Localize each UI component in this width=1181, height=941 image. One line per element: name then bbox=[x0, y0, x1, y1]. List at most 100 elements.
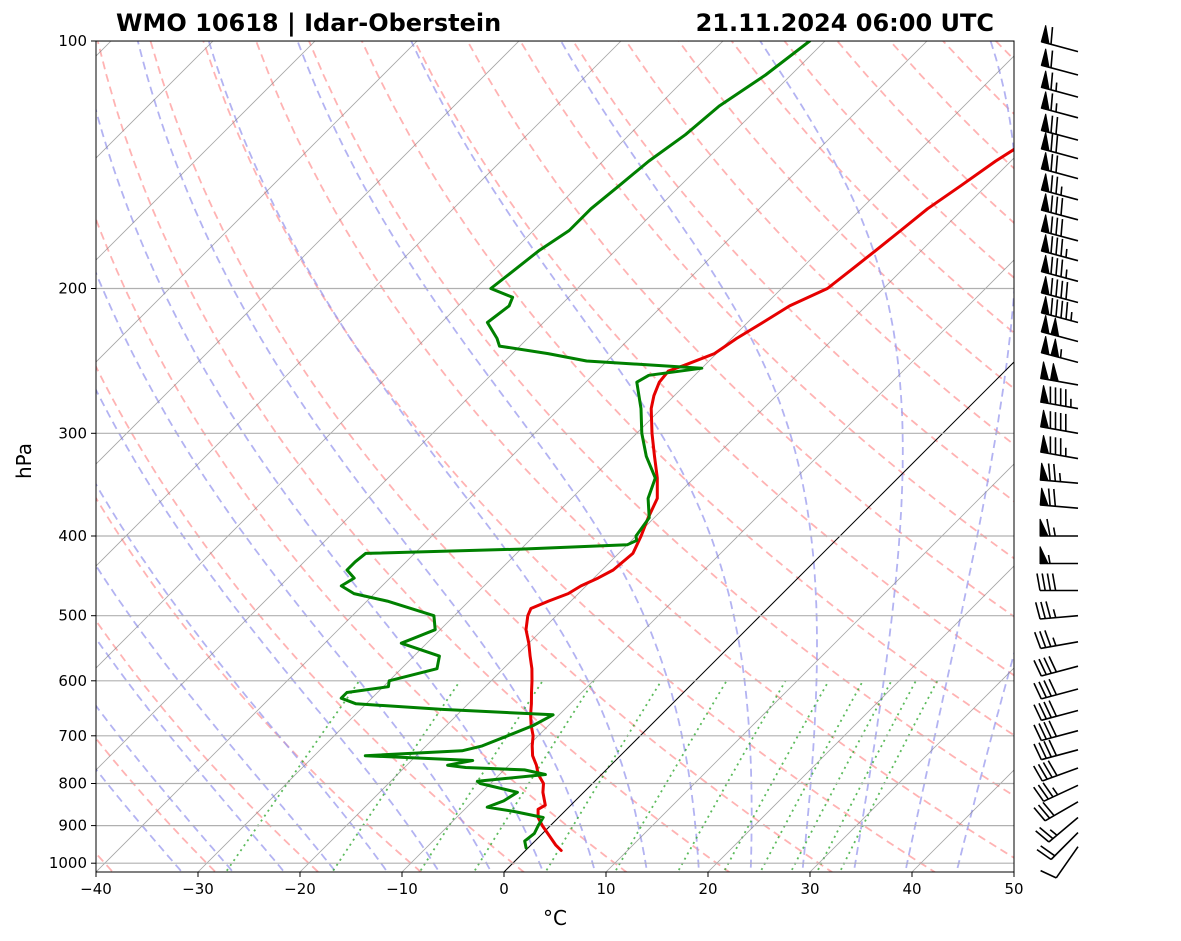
dewpoint-profile-line bbox=[339, 41, 812, 850]
wind-barb bbox=[1040, 846, 1079, 879]
y-axis-label: hPa bbox=[12, 443, 36, 479]
dry-adiabat bbox=[149, 41, 834, 872]
wind-barb-pennant bbox=[1040, 113, 1050, 134]
wind-barb-pennant bbox=[1040, 132, 1050, 152]
wind-barb-flag bbox=[1035, 830, 1050, 843]
wind-barb-flag bbox=[1040, 869, 1057, 879]
wind-barb-flag bbox=[1043, 657, 1053, 674]
wind-barb-flag bbox=[1050, 115, 1054, 133]
wind-barb-half-flag bbox=[1055, 103, 1058, 112]
wind-barb-flag bbox=[1033, 724, 1043, 741]
wind-barb bbox=[1039, 435, 1079, 460]
wind-barb bbox=[1033, 656, 1079, 677]
wind-barb-half-flag bbox=[1052, 527, 1056, 537]
wind-barb-flag bbox=[1044, 630, 1052, 647]
wind-barb-staff bbox=[1041, 729, 1079, 742]
wind-barb-pennant bbox=[1040, 25, 1050, 45]
wind-barb-pennant bbox=[1040, 336, 1050, 356]
wind-barb-flag bbox=[1050, 50, 1054, 68]
wind-barb-flag bbox=[1038, 658, 1048, 676]
mixing-ratio-line bbox=[789, 680, 893, 872]
wind-barb-flag bbox=[1060, 219, 1064, 237]
x-tick-label: −40 bbox=[80, 880, 112, 898]
wind-barb-flag bbox=[1047, 488, 1051, 506]
dry-adiabat bbox=[96, 619, 320, 872]
wind-barb-staff bbox=[1050, 832, 1079, 861]
wind-barb bbox=[1033, 760, 1079, 782]
wind-barb bbox=[1040, 234, 1079, 262]
wind-barb bbox=[1039, 385, 1079, 410]
wind-barb bbox=[1039, 546, 1078, 565]
wind-barb-half-flag bbox=[1047, 554, 1051, 564]
wind-barb-pennant bbox=[1040, 315, 1050, 335]
title-station: WMO 10618 | Idar-Oberstein bbox=[116, 9, 501, 37]
wind-barb bbox=[1033, 678, 1079, 700]
wind-barb-flag bbox=[1051, 573, 1057, 591]
isotherm bbox=[401, 259, 1014, 872]
wind-barb-staff bbox=[1055, 846, 1079, 879]
wind-barb-flag bbox=[1060, 198, 1064, 216]
wind-barb-pennant bbox=[1040, 173, 1050, 193]
wind-barb-flag bbox=[1033, 682, 1043, 700]
wind-barb bbox=[1033, 720, 1079, 742]
plot-area bbox=[96, 41, 1014, 872]
dry-adiabat bbox=[255, 41, 1014, 859]
dry-adiabat bbox=[202, 41, 937, 872]
wind-barb-flag bbox=[1053, 488, 1057, 507]
wind-barb-flag bbox=[1055, 155, 1059, 173]
title-datetime: 21.11.2024 06:00 UTC bbox=[696, 9, 994, 37]
wind-barb-flag bbox=[1065, 302, 1069, 320]
wind-barb-flag bbox=[1043, 701, 1053, 718]
wind-barb-flag bbox=[1039, 631, 1047, 648]
isotherm bbox=[197, 55, 1014, 872]
wind-barb-flag bbox=[1036, 848, 1052, 861]
wind-barb-flag bbox=[1040, 601, 1047, 619]
wind-barb-half-flag bbox=[1058, 473, 1062, 482]
moist-adiabat bbox=[560, 41, 818, 872]
wind-barb-flag bbox=[1065, 282, 1069, 300]
wind-barb-flag bbox=[1048, 656, 1058, 673]
wind-barb-pennant bbox=[1050, 338, 1060, 358]
mixing-ratio-line bbox=[676, 680, 787, 872]
dry-adiabat bbox=[96, 737, 217, 872]
wind-barb bbox=[1040, 296, 1079, 324]
wind-barb-half-flag bbox=[1060, 186, 1063, 196]
wind-barb bbox=[1040, 25, 1079, 53]
x-tick-label: −30 bbox=[182, 880, 214, 898]
wind-barb bbox=[1040, 336, 1079, 364]
y-tick-label: 900 bbox=[58, 817, 87, 835]
wind-barb-half-flag bbox=[1065, 269, 1068, 279]
wind-barb-staff bbox=[1043, 784, 1079, 803]
y-tick-label: 1000 bbox=[49, 854, 87, 872]
x-tick-label: 0 bbox=[499, 880, 509, 898]
wind-barb-flag bbox=[1043, 721, 1053, 739]
mixing-ratio-line bbox=[722, 680, 830, 872]
x-tick-label: 20 bbox=[698, 880, 717, 898]
wind-barb-pennant bbox=[1040, 48, 1050, 68]
wind-barb-flag bbox=[1050, 278, 1054, 296]
wind-barbs bbox=[1033, 25, 1079, 879]
wind-barb-flag bbox=[1034, 602, 1041, 620]
wind-barb-flag bbox=[1046, 518, 1051, 537]
wind-barb-staff bbox=[1042, 767, 1079, 782]
mixing-ratio-line bbox=[815, 680, 917, 872]
wind-barb-staff bbox=[1040, 614, 1079, 620]
wind-barb-flag bbox=[1055, 279, 1059, 297]
wind-barb bbox=[1034, 601, 1079, 620]
dry-adiabat bbox=[360, 41, 1014, 737]
isotherm bbox=[96, 41, 316, 261]
wind-barb-flag bbox=[1037, 784, 1049, 800]
wind-barb-flag bbox=[1045, 601, 1052, 619]
wind-barb-pennant bbox=[1040, 276, 1050, 296]
wind-barb bbox=[1039, 518, 1078, 537]
wind-barb-pennant bbox=[1039, 435, 1050, 454]
y-tick-label: 200 bbox=[58, 280, 87, 298]
dry-adiabat bbox=[572, 41, 1014, 503]
wind-barb-flag bbox=[1033, 631, 1042, 649]
wind-barb bbox=[1033, 739, 1079, 761]
wind-barb bbox=[1040, 132, 1079, 160]
wind-barb-pennant bbox=[1049, 363, 1059, 383]
y-tick-label: 700 bbox=[58, 727, 87, 745]
wind-barb-half-flag bbox=[1052, 787, 1059, 796]
moist-adiabat bbox=[296, 41, 700, 872]
